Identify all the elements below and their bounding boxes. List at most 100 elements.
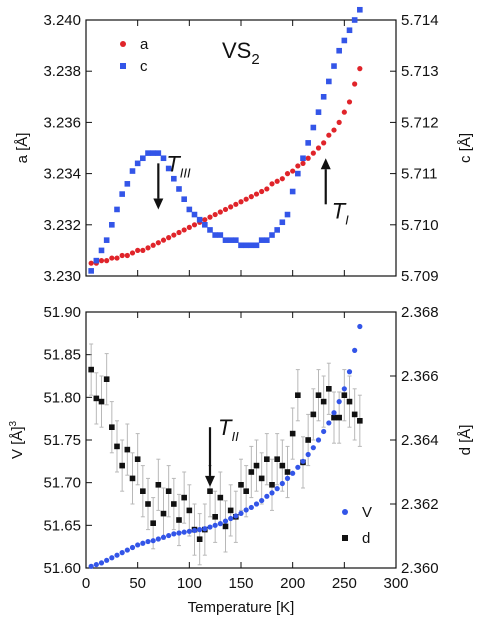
point-v xyxy=(88,563,94,569)
point-d xyxy=(238,482,244,488)
x-tick-label: 150 xyxy=(228,575,253,592)
point-v xyxy=(202,526,208,532)
point-a xyxy=(124,252,130,259)
point-a xyxy=(88,260,94,266)
point-v xyxy=(212,522,218,528)
point-v xyxy=(160,534,167,540)
bottom-panel: 0 50 100 150 200 250 300 51.60 51.65 51.70 51.75 51… xyxy=(8,304,474,616)
point-c xyxy=(181,196,187,202)
bottom-axis-ticks: 0 50 100 150 200 250 300 51.60 51.65 51.70 51.75 51… xyxy=(43,304,438,592)
x-axis-label: Temperature [K] xyxy=(188,599,295,616)
point-c xyxy=(217,232,224,238)
point-a xyxy=(233,201,239,207)
y-tick-label-left: 3.234 xyxy=(43,166,81,183)
point-d xyxy=(186,507,193,514)
point-v xyxy=(176,530,182,536)
bottom-right-axis-label: d [Å] xyxy=(457,425,474,456)
y-tick-label-right: 2.366 xyxy=(401,368,439,385)
point-v xyxy=(264,493,270,499)
point-c xyxy=(202,222,208,228)
point-v xyxy=(129,544,136,551)
point-d xyxy=(284,469,291,475)
point-d xyxy=(119,462,125,469)
y-tick-label-right: 5.712 xyxy=(401,114,439,131)
legend-marker-a xyxy=(120,41,126,47)
legend-label-a: a xyxy=(140,36,149,53)
point-c xyxy=(134,160,141,167)
point-c xyxy=(274,227,280,233)
point-c xyxy=(124,181,131,187)
point-v xyxy=(186,528,192,534)
point-a xyxy=(269,181,275,187)
point-a xyxy=(279,176,285,182)
point-a xyxy=(326,132,332,138)
point-v xyxy=(228,515,234,522)
point-v xyxy=(181,529,187,535)
point-c xyxy=(238,242,244,249)
point-d xyxy=(305,437,311,443)
point-d xyxy=(279,462,286,469)
x-tick-label: 200 xyxy=(280,575,305,592)
bottom-plot-frame xyxy=(85,311,397,569)
point-v xyxy=(145,538,151,545)
point-v xyxy=(238,510,244,516)
point-v xyxy=(217,521,223,527)
point-d xyxy=(326,386,332,392)
point-a xyxy=(228,204,234,210)
point-c xyxy=(160,155,167,162)
point-v xyxy=(300,458,306,464)
point-d xyxy=(171,501,177,507)
point-d xyxy=(145,501,151,507)
point-c xyxy=(129,168,136,174)
point-c xyxy=(305,140,311,146)
y-tick-label-right: 5.713 xyxy=(401,63,439,80)
y-tick-label-left: 3.238 xyxy=(43,63,81,80)
point-d xyxy=(269,482,275,488)
legend-marker-d xyxy=(342,535,348,541)
point-d xyxy=(103,376,110,382)
point-c xyxy=(119,191,125,197)
point-a xyxy=(114,255,120,261)
point-v xyxy=(140,540,146,546)
point-v xyxy=(326,420,332,426)
x-tick-label: 50 xyxy=(129,575,146,592)
point-d xyxy=(274,456,280,462)
point-v xyxy=(315,437,322,443)
point-v xyxy=(352,347,358,353)
point-a xyxy=(243,196,249,202)
point-d xyxy=(222,523,229,530)
y-tick-label-right: 5.709 xyxy=(401,268,439,285)
point-c xyxy=(295,170,301,177)
point-a xyxy=(248,194,254,200)
point-c xyxy=(351,17,358,23)
point-v xyxy=(119,550,125,556)
point-v xyxy=(124,547,130,553)
top-legend: a c xyxy=(120,36,149,75)
y-tick-label-left: 3.236 xyxy=(43,114,81,131)
point-a xyxy=(331,127,337,133)
point-d xyxy=(88,366,94,373)
point-c xyxy=(310,124,317,131)
point-v xyxy=(346,369,353,375)
point-a xyxy=(129,250,136,256)
point-c xyxy=(336,47,342,54)
point-c xyxy=(165,165,172,172)
point-c xyxy=(88,268,94,274)
point-a xyxy=(171,232,177,238)
point-d xyxy=(320,398,327,405)
point-d xyxy=(295,392,301,398)
point-d xyxy=(315,392,322,398)
point-v xyxy=(295,464,301,470)
point-c xyxy=(109,222,115,228)
point-d xyxy=(357,418,363,424)
point-c xyxy=(243,242,249,249)
point-d xyxy=(160,510,167,517)
point-c xyxy=(284,211,291,218)
point-c xyxy=(320,94,327,100)
x-tick-label: 0 xyxy=(82,575,90,592)
point-d xyxy=(310,411,317,418)
point-a xyxy=(310,150,316,156)
point-d xyxy=(243,488,249,494)
point-d xyxy=(129,475,136,482)
